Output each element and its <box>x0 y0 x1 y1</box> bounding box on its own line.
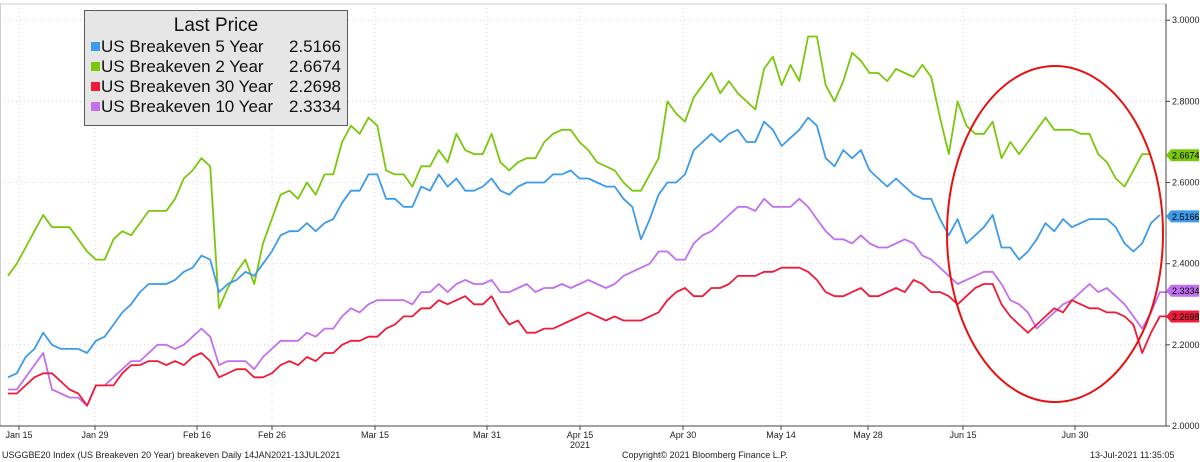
legend-label-30y: US Breakeven 30 Year <box>101 77 274 96</box>
x-year-label: 2021 <box>570 440 590 450</box>
last-value-tag-label: 2.3334 <box>1172 286 1200 296</box>
last-value-tag-2: 2.3334 <box>1166 284 1200 297</box>
series-line-1 <box>7 116 1161 379</box>
legend-item-2y: US Breakeven 2 Year 2.6674 <box>85 57 347 77</box>
legend-swatch-30y <box>91 82 100 91</box>
x-tick-label: Jun 15 <box>949 430 976 440</box>
legend-swatch-10y <box>91 102 100 111</box>
last-value-tag-bg <box>1166 284 1199 297</box>
x-tick-label: Mar 15 <box>361 430 389 440</box>
legend-item-5y: US Breakeven 5 Year 2.5166 <box>85 37 347 57</box>
legend-swatch-5y <box>91 42 100 51</box>
last-value-tag-bg <box>1166 149 1199 162</box>
y-tick-label: 2.6000 <box>1172 178 1200 188</box>
x-tick-label: Mar 31 <box>473 430 501 440</box>
x-tick-label: Feb 16 <box>183 430 211 440</box>
last-value-tag-label: 2.6674 <box>1172 151 1200 161</box>
x-tick-label: Feb 26 <box>258 430 286 440</box>
y-tick-label: 2.2000 <box>1172 340 1200 350</box>
x-tick-label: Jan 29 <box>81 430 108 440</box>
x-tick-label: Apr 15 <box>567 430 594 440</box>
last-value-tag-bg <box>1166 310 1199 323</box>
legend-value-5y: 2.5166 <box>289 37 341 56</box>
series-line-3 <box>8 266 1169 407</box>
legend-value-2y: 2.6674 <box>289 57 341 76</box>
footer-copyright: Copyright© 2021 Bloomberg Finance L.P. <box>622 450 788 460</box>
legend-item-30y: US Breakeven 30 Year 2.2698 <box>85 77 347 97</box>
legend-swatch-2y <box>91 62 100 71</box>
x-tick-label: May 14 <box>766 430 796 440</box>
last-value-tag-3: 2.2698 <box>1166 310 1200 323</box>
legend-value-30y: 2.2698 <box>289 77 341 96</box>
axes: 2.0000 2.2000 2.4000 2.6000 2.8000 3.0000 Jan … <box>0 4 1200 450</box>
footer-timestamp: 13-Jul-2021 11:35:05 <box>1090 450 1175 460</box>
x-tick-label: Jan 15 <box>5 430 32 440</box>
last-value-tag-bg <box>1166 210 1199 223</box>
legend-value-10y: 2.3334 <box>289 97 341 116</box>
last-value-tag-1: 2.5166 <box>1166 210 1200 223</box>
y-tick-label: 3.0000 <box>1172 15 1200 25</box>
last-value-tag-0: 2.6674 <box>1166 149 1200 162</box>
y-tick-label: 2.0000 <box>1172 421 1200 431</box>
legend: Last Price US Breakeven 5 Year 2.5166 US… <box>84 10 348 126</box>
legend-label-5y: US Breakeven 5 Year <box>101 37 264 56</box>
x-tick-label: May 28 <box>853 430 883 440</box>
last-value-tag-label: 2.5166 <box>1172 212 1200 222</box>
series-line-0 <box>7 35 1151 310</box>
x-tick-label: Apr 30 <box>670 430 697 440</box>
x-tick-label: Jun 30 <box>1061 430 1088 440</box>
legend-label-2y: US Breakeven 2 Year <box>101 57 264 76</box>
legend-item-10y: US Breakeven 10 Year 2.3334 <box>85 97 347 117</box>
y-tick-label: 2.4000 <box>1172 259 1200 269</box>
legend-title: Last Price <box>173 15 259 36</box>
y-tick-label: 2.8000 <box>1172 96 1200 106</box>
last-value-tag-label: 2.2698 <box>1172 312 1200 322</box>
footer-index-description: USGGBE20 Index (US Breakeven 20 Year) br… <box>2 450 341 460</box>
series-line-2 <box>8 197 1169 407</box>
series-lines <box>7 35 1169 407</box>
highlight-ellipse <box>946 65 1164 403</box>
legend-label-10y: US Breakeven 10 Year <box>101 97 274 116</box>
